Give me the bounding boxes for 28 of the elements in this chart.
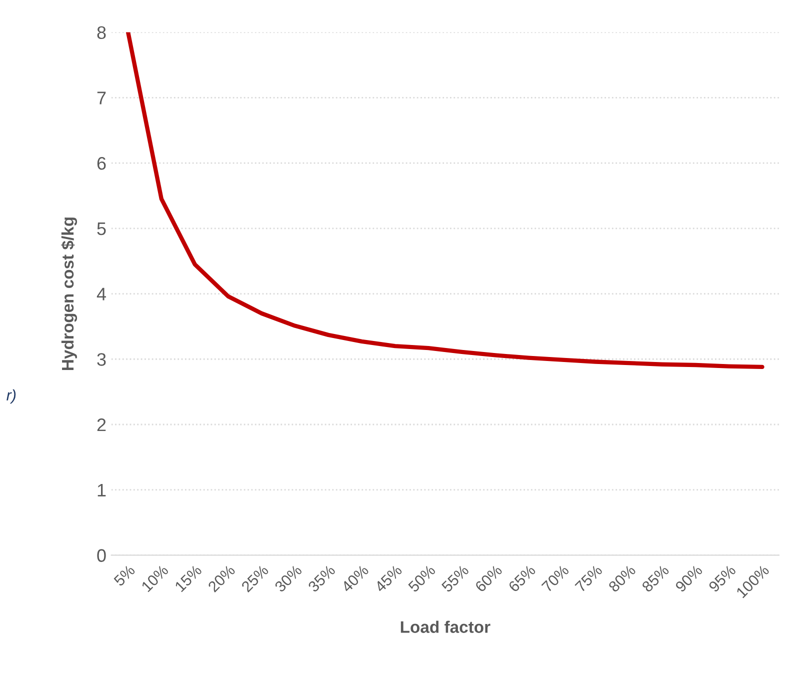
line-series — [126, 32, 764, 370]
y-tick-label: 1 — [98, 484, 106, 496]
x-tick-label: 45% — [374, 564, 403, 593]
y-tick-label: 4 — [96, 288, 106, 300]
text: r) — [6, 389, 16, 404]
x-tick-label: 70% — [541, 564, 570, 593]
x-tick-label: 35% — [307, 564, 336, 593]
y-tick-label: 0 — [97, 549, 106, 562]
x-tick-label: 80% — [608, 564, 636, 593]
x-tick-label: 75% — [574, 564, 603, 593]
x-tick-label: 50% — [408, 564, 436, 593]
y-tick-label: 8 — [97, 26, 106, 40]
x-tick-label: 95% — [708, 564, 736, 593]
x-tick-label: 90% — [674, 564, 704, 593]
x-tick-label: 30% — [274, 564, 303, 593]
x-tick-label: 5% — [113, 564, 136, 587]
y-tick-label: 3 — [97, 353, 106, 366]
y-tick-label: 2 — [97, 418, 106, 432]
x-tick-label: 40% — [340, 564, 370, 593]
y-tick-label: 5 — [97, 222, 106, 236]
y-axis-title: Hydrogen cost $/kg — [61, 218, 78, 370]
x-tick-label: 55% — [440, 564, 470, 593]
x-tick-label: 60% — [474, 564, 503, 593]
y-tick-label: 6 — [97, 156, 106, 170]
y-tick-label: 7 — [97, 92, 106, 104]
x-tick-label: 65% — [508, 564, 536, 593]
x-tick-label: 85% — [641, 564, 670, 593]
x-axis-title: Load factor — [400, 620, 490, 633]
